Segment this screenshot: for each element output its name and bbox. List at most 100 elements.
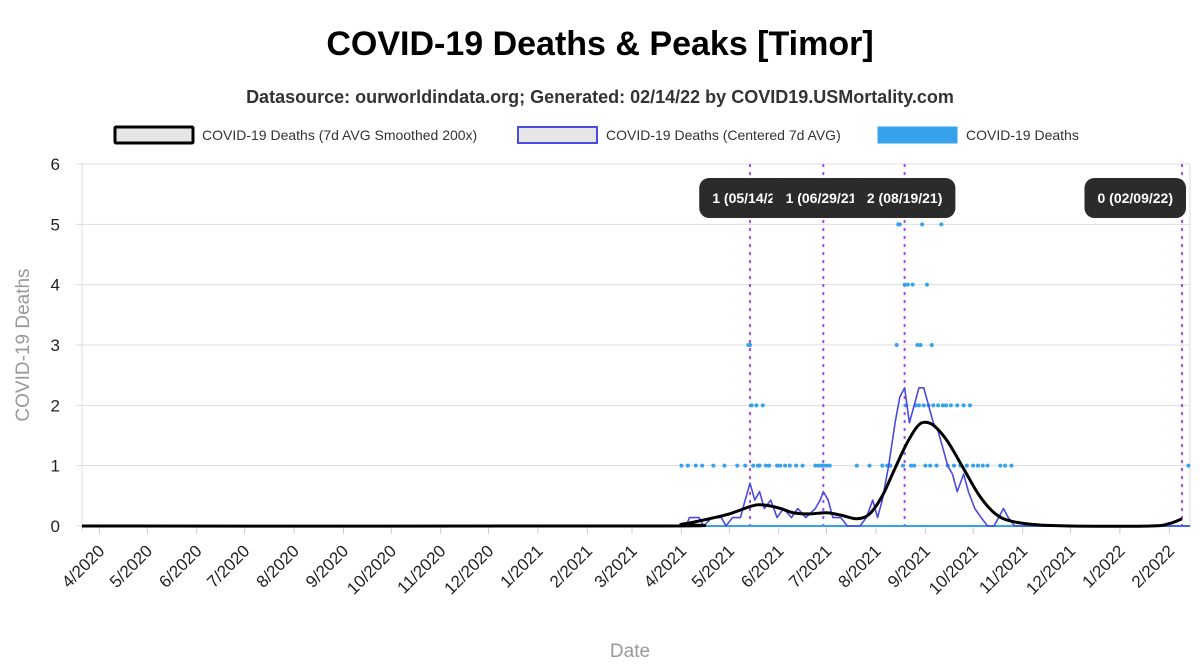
x-tick-label: 5/2020 (106, 541, 156, 591)
peak-labels: 1 (05/14/21)1 (06/29/21) 2 (08/19/21) 0 (0… (699, 178, 1186, 218)
daily-death-point (944, 403, 949, 408)
legend-swatch-smoothed (113, 125, 195, 145)
daily-death-point (934, 463, 939, 468)
x-tick-label: 7/2021 (785, 541, 835, 591)
daily-death-point (880, 463, 885, 468)
chart-subtitle: Datasource: ourworldindata.org; Generate… (246, 87, 954, 107)
daily-death-point (909, 463, 914, 468)
x-tick-label: 1/2021 (497, 541, 547, 591)
peak-label-text: 1 (06/29/21) (786, 190, 862, 206)
daily-death-point (916, 403, 921, 408)
daily-death-point (920, 222, 925, 227)
x-axis-label: Date (610, 641, 650, 662)
x-tick-label: 2/2022 (1128, 541, 1178, 591)
daily-death-point (929, 343, 934, 347)
y-tick-label: 4 (51, 276, 60, 295)
daily-death-point (800, 463, 805, 468)
daily-death-point (783, 463, 788, 468)
x-tick-label: 5/2021 (688, 541, 738, 591)
x-tick-label: 6/2020 (155, 541, 205, 591)
daily-death-point (867, 463, 872, 468)
daily-death-point (923, 463, 928, 468)
peak-label-text: 0 (02/09/22) (1098, 190, 1174, 206)
peak-label-text: 2 (08/19/21) (867, 190, 943, 206)
y-tick-label: 2 (51, 396, 60, 415)
daily-death-point (685, 463, 690, 468)
daily-death-point (901, 463, 906, 468)
y-tick-label: 0 (51, 517, 60, 536)
x-tick-label: 1/2022 (1078, 541, 1128, 591)
daily-death-point (948, 403, 953, 408)
daily-death-point (928, 463, 933, 468)
daily-death-point (964, 463, 969, 468)
daily-death-point (918, 343, 923, 347)
daily-death-point (854, 463, 859, 468)
x-tick-label: 2/2021 (546, 541, 596, 591)
daily-death-point (952, 463, 957, 468)
daily-death-point (975, 463, 980, 468)
daily-death-point (915, 343, 920, 347)
daily-death-point (905, 282, 910, 287)
daily-death-point (939, 222, 944, 227)
daily-death-point (902, 282, 907, 287)
y-axis-label: COVID-19 Deaths (13, 268, 34, 421)
daily-death-point (980, 463, 985, 468)
daily-death-point (998, 463, 1003, 468)
legend-item-smoothed[interactable]: COVID-19 Deaths (7d AVG Smoothed 200x) (113, 125, 477, 145)
daily-death-point (940, 403, 945, 408)
daily-death-point (816, 463, 821, 468)
daily-death-point (679, 463, 684, 468)
daily-death-point (985, 463, 990, 468)
x-tick-label: 8/2021 (835, 541, 885, 591)
daily-death-point (813, 463, 818, 468)
daily-death-point (763, 463, 768, 468)
x-tick-label: 6/2021 (737, 541, 787, 591)
daily-deaths-series (82, 222, 1191, 527)
daily-death-point (967, 403, 972, 408)
daily-death-point (921, 403, 926, 408)
x-tick-label: 11/2020 (394, 541, 450, 597)
grid (76, 163, 1191, 532)
legend-label-smoothed: COVID-19 Deaths (7d AVG Smoothed 200x) (202, 127, 477, 143)
legend[interactable]: COVID-19 Deaths (7d AVG Smoothed 200x) C… (113, 125, 1079, 145)
daily-death-point (827, 463, 832, 468)
daily-death-point (693, 463, 698, 468)
daily-death-point (1186, 463, 1191, 468)
daily-death-point (767, 463, 772, 468)
daily-death-point (824, 463, 829, 468)
peak-label-text: 1 (05/14/21) (712, 190, 788, 206)
x-tick-label: 10/2020 (343, 541, 400, 598)
y-axis-ticks: 0 1 2 3 4 5 6 (51, 155, 60, 536)
legend-swatch-centered (517, 126, 598, 144)
peak-label-box (853, 178, 956, 218)
x-tick-label: 7/2020 (203, 541, 253, 591)
x-tick-label: 4/2020 (58, 541, 108, 591)
legend-swatch-daily (877, 126, 958, 144)
x-tick-label: 3/2021 (591, 541, 641, 591)
daily-death-point (751, 463, 756, 468)
daily-death-point (971, 463, 976, 468)
daily-death-point (955, 403, 960, 408)
daily-death-point (931, 403, 936, 408)
x-tick-label: 12/2020 (440, 541, 497, 598)
daily-death-point (787, 463, 792, 468)
chart-title: COVID-19 Deaths & Peaks [Timor] (326, 25, 873, 63)
daily-death-point (722, 463, 727, 468)
peak-label-box (772, 178, 875, 218)
x-tick-label: 10/2021 (925, 541, 982, 598)
daily-death-point (743, 463, 748, 468)
daily-death-point (910, 282, 915, 287)
legend-item-daily[interactable]: COVID-19 Deaths (877, 126, 1079, 144)
y-tick-label: 3 (51, 336, 60, 355)
y-tick-label: 1 (51, 457, 60, 476)
daily-death-point (754, 403, 759, 408)
daily-death-point (912, 463, 917, 468)
legend-label-centered: COVID-19 Deaths (Centered 7d AVG) (606, 127, 841, 143)
daily-death-point (894, 343, 899, 347)
x-tick-label: 12/2021 (1022, 541, 1079, 598)
legend-item-centered[interactable]: COVID-19 Deaths (Centered 7d AVG) (517, 126, 841, 144)
x-tick-label: 4/2021 (640, 541, 690, 591)
legend-label-daily: COVID-19 Deaths (966, 127, 1079, 143)
